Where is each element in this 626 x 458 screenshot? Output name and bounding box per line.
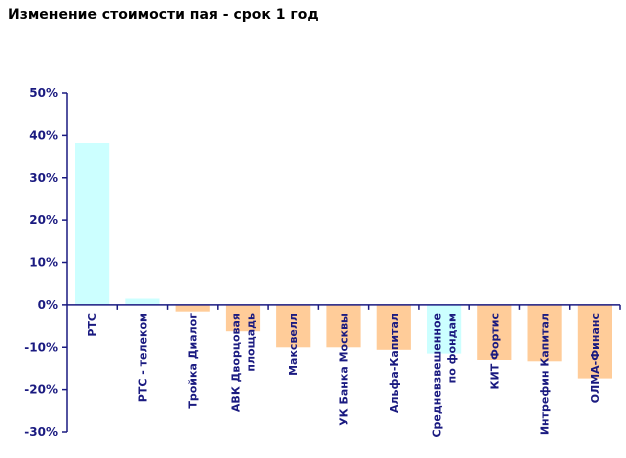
bar-10 bbox=[577, 304, 612, 379]
x-tick-label: площадь bbox=[244, 313, 257, 372]
x-tick-label: Тройка Диалог bbox=[187, 313, 200, 409]
x-tick-label: Максвелл bbox=[287, 313, 300, 376]
y-tick-label: 30% bbox=[29, 171, 58, 185]
axes-layer bbox=[62, 92, 621, 433]
x-tick-label: КИТ Фортис bbox=[488, 313, 501, 389]
bar-5 bbox=[326, 304, 361, 348]
bar-1 bbox=[125, 298, 160, 305]
x-tick-label: РТС - телеком bbox=[136, 313, 149, 402]
y-tick-label: -30% bbox=[24, 425, 58, 439]
x-tick-label: АВК Дворцовая bbox=[229, 313, 242, 412]
x-tick-label: ОЛМА-Финанс bbox=[589, 313, 602, 403]
y-tick-label: 50% bbox=[29, 86, 58, 100]
x-tick-label: по фондам bbox=[446, 313, 459, 383]
bar-4 bbox=[276, 304, 311, 348]
x-tick-label: Средневзвешенное bbox=[431, 313, 444, 438]
bar-2 bbox=[175, 304, 210, 312]
y-tick-label: -20% bbox=[24, 383, 58, 397]
y-tick-labels: 50% 40% 30% 20% 10% 0% -10% -20% -30% bbox=[24, 86, 58, 439]
y-tick-label: -10% bbox=[24, 340, 58, 354]
y-tick-label: 0% bbox=[38, 298, 58, 312]
bars-layer bbox=[75, 143, 612, 379]
bar-9 bbox=[527, 304, 562, 362]
y-tick-label: 40% bbox=[29, 128, 58, 142]
bar-6 bbox=[376, 304, 411, 350]
x-tick-label: УК Банка Москвы bbox=[338, 313, 351, 426]
bar-3 bbox=[225, 304, 261, 332]
bar-0 bbox=[75, 143, 110, 305]
x-tick-label: Интрефин Капитал bbox=[539, 313, 552, 435]
bar-7 bbox=[427, 304, 462, 354]
chart-title: Изменение стоимости пая - срок 1 год bbox=[8, 7, 319, 23]
x-tick-label: Альфа-Капитал bbox=[388, 313, 401, 413]
y-tick-label: 10% bbox=[29, 256, 58, 270]
y-tick-label: 20% bbox=[29, 213, 58, 227]
bar-8 bbox=[477, 304, 512, 360]
x-tick-label: РТС bbox=[86, 313, 99, 337]
x-tick-labels: РТС РТС - телеком Тройка Диалог АВК Дворцов… bbox=[86, 313, 602, 438]
